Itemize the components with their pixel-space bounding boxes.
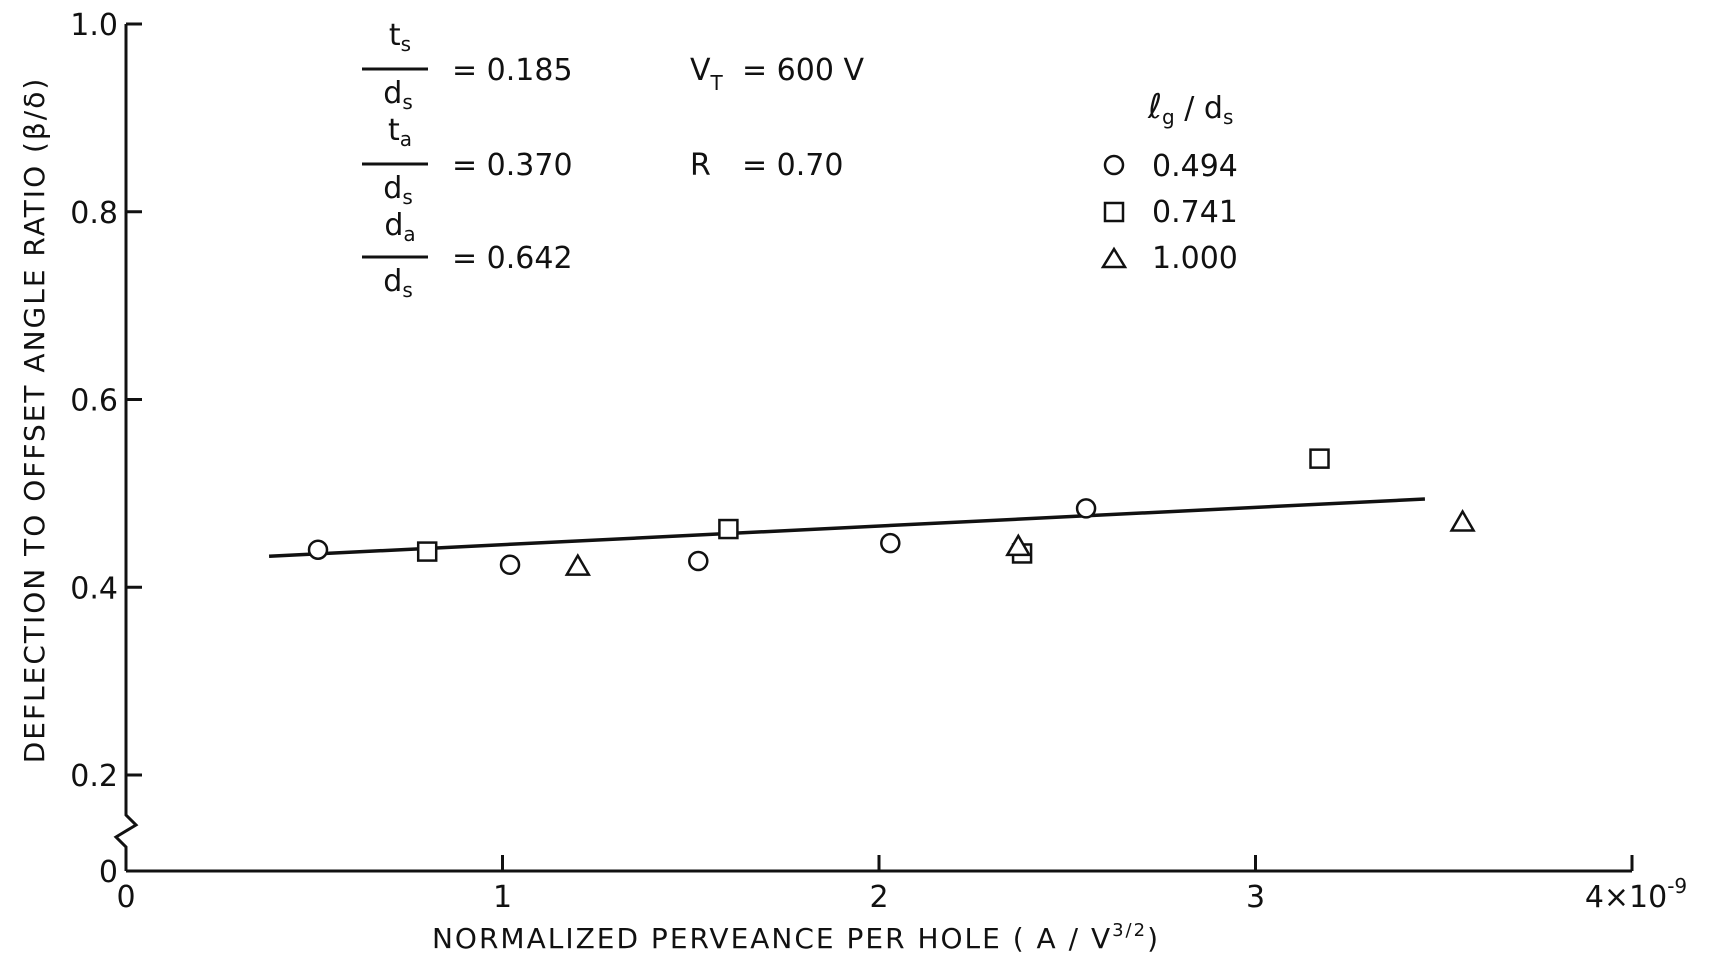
x-axis-title-close: ): [1147, 922, 1160, 955]
legend-triangle-marker: [1100, 246, 1128, 269]
condition-r: R = 0.70: [690, 148, 843, 183]
parameter-ts-value: = 0.185: [452, 53, 573, 88]
data-point-circle: [1075, 498, 1097, 519]
svg-text:ts: ts: [389, 18, 411, 56]
fit-line: [268, 497, 1426, 559]
svg-text:da: da: [384, 208, 415, 246]
svg-text:ds: ds: [383, 76, 412, 114]
condition-vt-value: = 600 V: [742, 53, 864, 88]
x-tick-label: 0: [116, 880, 135, 915]
axes: [113, 24, 1632, 873]
data-point-circle: [688, 550, 709, 572]
condition-vt: VT = 600 V: [690, 53, 864, 95]
data-point-square: [416, 541, 438, 562]
legend-square-marker: [1103, 201, 1125, 223]
data-point-triangle: [1005, 533, 1032, 557]
y-tick-label: 0.2: [70, 759, 118, 794]
data-point-circle: [499, 554, 521, 575]
data-point-triangle: [564, 553, 591, 576]
x-tick-label: 1: [493, 880, 512, 915]
legend-label-circle: 0.494: [1152, 149, 1238, 184]
x-tick-label: 4×10-9: [1585, 874, 1687, 915]
parameter-da: da ds = 0.642: [362, 208, 573, 302]
data-point-circle: [880, 532, 901, 554]
condition-r-label: R: [690, 148, 711, 183]
y-tick-label: 1.0: [70, 8, 118, 43]
data-point-triangle: [1449, 508, 1476, 532]
x-axis-title: NORMALIZED PERVEANCE PER HOLE ( A / V3/2…: [432, 920, 1160, 955]
legend: ℓg / ds 0.494 0.741 1.000: [1100, 87, 1238, 276]
data-points: [307, 448, 1476, 576]
x-tick-label: 3: [1246, 880, 1265, 915]
parameter-ta-value: = 0.370: [452, 148, 573, 183]
x-tick-label: 2: [869, 880, 888, 915]
legend-label-square: 0.741: [1152, 195, 1238, 230]
svg-text:ta: ta: [388, 113, 412, 151]
parameter-ta: ta ds = 0.370: [362, 113, 573, 209]
y-axis-title: DEFLECTION TO OFFSET ANGLE RATIO (β/δ): [18, 77, 51, 764]
y-axis-line: [113, 24, 139, 871]
x-axis-title-main: NORMALIZED PERVEANCE PER HOLE ( A / V: [432, 922, 1112, 955]
parameter-ts-num-base: t: [389, 18, 401, 53]
x-multiplier-exponent: -9: [1667, 874, 1687, 898]
data-point-square: [1309, 448, 1330, 469]
legend-title: ℓg / ds: [1147, 87, 1233, 129]
data-point-square: [718, 518, 739, 540]
legend-circle-marker: [1103, 154, 1125, 176]
parameter-da-value: = 0.642: [452, 241, 573, 276]
y-tick-label: 0.6: [70, 384, 118, 419]
condition-r-value: = 0.70: [742, 148, 843, 183]
svg-text:ds: ds: [383, 171, 412, 209]
svg-text:ds: ds: [383, 264, 412, 302]
ticks: 0 0.2 0.4 0.6 0.8 1.0 0 1 2 3 4×10-9: [70, 8, 1687, 915]
svg-text:VT: VT: [690, 53, 724, 95]
parameter-ts: ts ds = 0.185: [362, 18, 573, 114]
y-tick-label: 0.8: [70, 196, 118, 231]
y-tick-label: 0.4: [70, 571, 118, 606]
fit-line-group: [268, 497, 1426, 559]
legend-label-triangle: 1.000: [1152, 241, 1238, 276]
data-point-circle: [307, 539, 329, 560]
x-axis-title-exponent: 3/2: [1112, 920, 1147, 941]
y-tick-label: 0: [99, 855, 118, 890]
